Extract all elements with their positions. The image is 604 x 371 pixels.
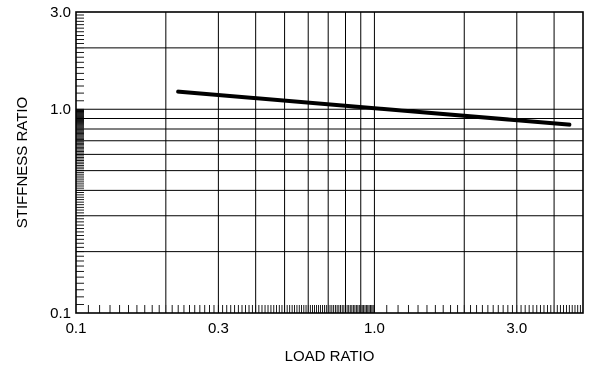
y-tick-label: 0.1: [50, 305, 71, 322]
y-tick-labels: 0.1 1.0 3.0: [50, 4, 71, 322]
x-tick-label: 3.0: [506, 320, 527, 337]
y-axis-label: STIFFNESS RATIO: [14, 97, 31, 228]
data-series-line: [176, 89, 572, 127]
y-tick-label: 1.0: [50, 101, 71, 118]
x-tick-label: 1.0: [364, 320, 385, 337]
x-tick-label: 0.1: [66, 320, 87, 337]
minor-ticks: [76, 14, 581, 313]
x-tick-labels: 0.1 0.3 1.0 3.0: [66, 320, 528, 337]
grid: [76, 12, 583, 313]
plot-frame: [75, 11, 584, 314]
series: [176, 89, 572, 127]
x-tick-label: 0.3: [208, 320, 229, 337]
x-axis-label: LOAD RATIO: [285, 348, 375, 365]
y-tick-label: 3.0: [50, 4, 71, 21]
